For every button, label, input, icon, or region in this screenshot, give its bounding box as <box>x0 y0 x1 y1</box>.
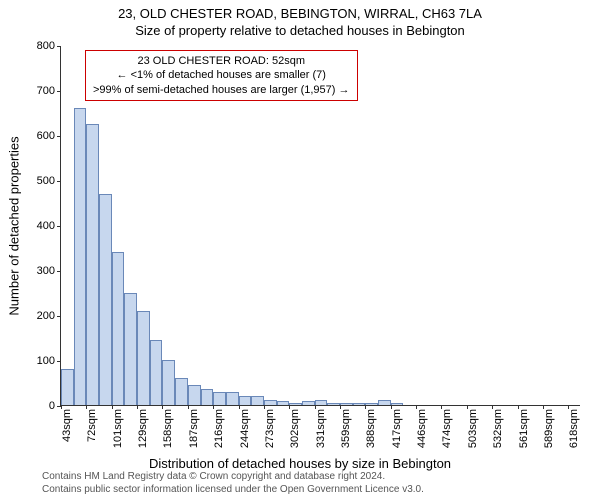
x-tick-label: 101sqm <box>112 405 124 448</box>
histogram-bar <box>188 385 201 405</box>
histogram-bar <box>226 392 239 406</box>
histogram-bar <box>124 293 137 406</box>
x-tick-label: 474sqm <box>441 405 453 448</box>
chart-container: { "header": { "line1": "23, OLD CHESTER … <box>0 0 600 500</box>
annotation-line-larger: >99% of semi-detached houses are larger … <box>93 83 350 97</box>
histogram-bar <box>251 396 264 405</box>
annotation-box: 23 OLD CHESTER ROAD: 52sqm ← <1% of deta… <box>85 50 358 101</box>
histogram-bar <box>327 403 340 405</box>
x-tick-label: 43sqm <box>61 405 73 442</box>
histogram-bar <box>302 401 315 406</box>
histogram-bar <box>175 378 188 405</box>
histogram-bar <box>99 194 112 406</box>
histogram-bar <box>150 340 163 405</box>
x-tick-label: 388sqm <box>365 405 377 448</box>
x-tick-label: 532sqm <box>492 405 504 448</box>
y-tick-mark <box>57 46 61 47</box>
plot-area: 23 OLD CHESTER ROAD: 52sqm ← <1% of deta… <box>60 46 580 406</box>
footer-line-2: Contains public sector information licen… <box>42 484 424 497</box>
histogram-bar <box>74 108 87 405</box>
histogram-bar <box>112 252 125 405</box>
histogram-bar <box>213 392 226 406</box>
histogram-bar <box>61 369 74 405</box>
annotation-line-smaller: ← <1% of detached houses are smaller (7) <box>93 68 350 82</box>
histogram-bar <box>239 396 252 405</box>
y-axis-label: Number of detached properties <box>7 136 22 315</box>
x-axis-label: Distribution of detached houses by size … <box>0 456 600 471</box>
x-tick-label: 187sqm <box>188 405 200 448</box>
histogram-bar <box>86 124 99 405</box>
x-tick-label: 331sqm <box>315 405 327 448</box>
page-subtitle: Size of property relative to detached ho… <box>0 21 600 38</box>
y-tick-mark <box>57 136 61 137</box>
x-tick-label: 273sqm <box>264 405 276 448</box>
footer-line-1: Contains HM Land Registry data © Crown c… <box>42 471 424 484</box>
histogram-bar <box>137 311 150 406</box>
x-tick-label: 158sqm <box>162 405 174 448</box>
y-tick-mark <box>57 91 61 92</box>
x-tick-label: 216sqm <box>213 405 225 448</box>
x-tick-label: 72sqm <box>86 405 98 442</box>
histogram-bar <box>378 400 391 405</box>
y-tick-mark <box>57 181 61 182</box>
histogram-bar <box>353 403 366 405</box>
histogram-bar <box>277 401 290 406</box>
annotation-line-property: 23 OLD CHESTER ROAD: 52sqm <box>93 54 350 68</box>
y-tick-mark <box>57 226 61 227</box>
x-tick-label: 503sqm <box>467 405 479 448</box>
histogram-bar <box>201 389 214 405</box>
y-tick-mark <box>57 316 61 317</box>
page-title-address: 23, OLD CHESTER ROAD, BEBINGTON, WIRRAL,… <box>0 0 600 21</box>
x-tick-label: 417sqm <box>391 405 403 448</box>
histogram-bar <box>162 360 175 405</box>
x-tick-label: 302sqm <box>289 405 301 448</box>
y-tick-mark <box>57 271 61 272</box>
x-tick-label: 618sqm <box>568 405 580 448</box>
attribution-footer: Contains HM Land Registry data © Crown c… <box>42 471 424 496</box>
x-tick-label: 244sqm <box>239 405 251 448</box>
x-tick-label: 129sqm <box>137 405 149 448</box>
y-tick-mark <box>57 361 61 362</box>
x-tick-label: 359sqm <box>340 405 352 448</box>
x-tick-label: 561sqm <box>518 405 530 448</box>
x-tick-label: 446sqm <box>416 405 428 448</box>
x-tick-label: 589sqm <box>543 405 555 448</box>
